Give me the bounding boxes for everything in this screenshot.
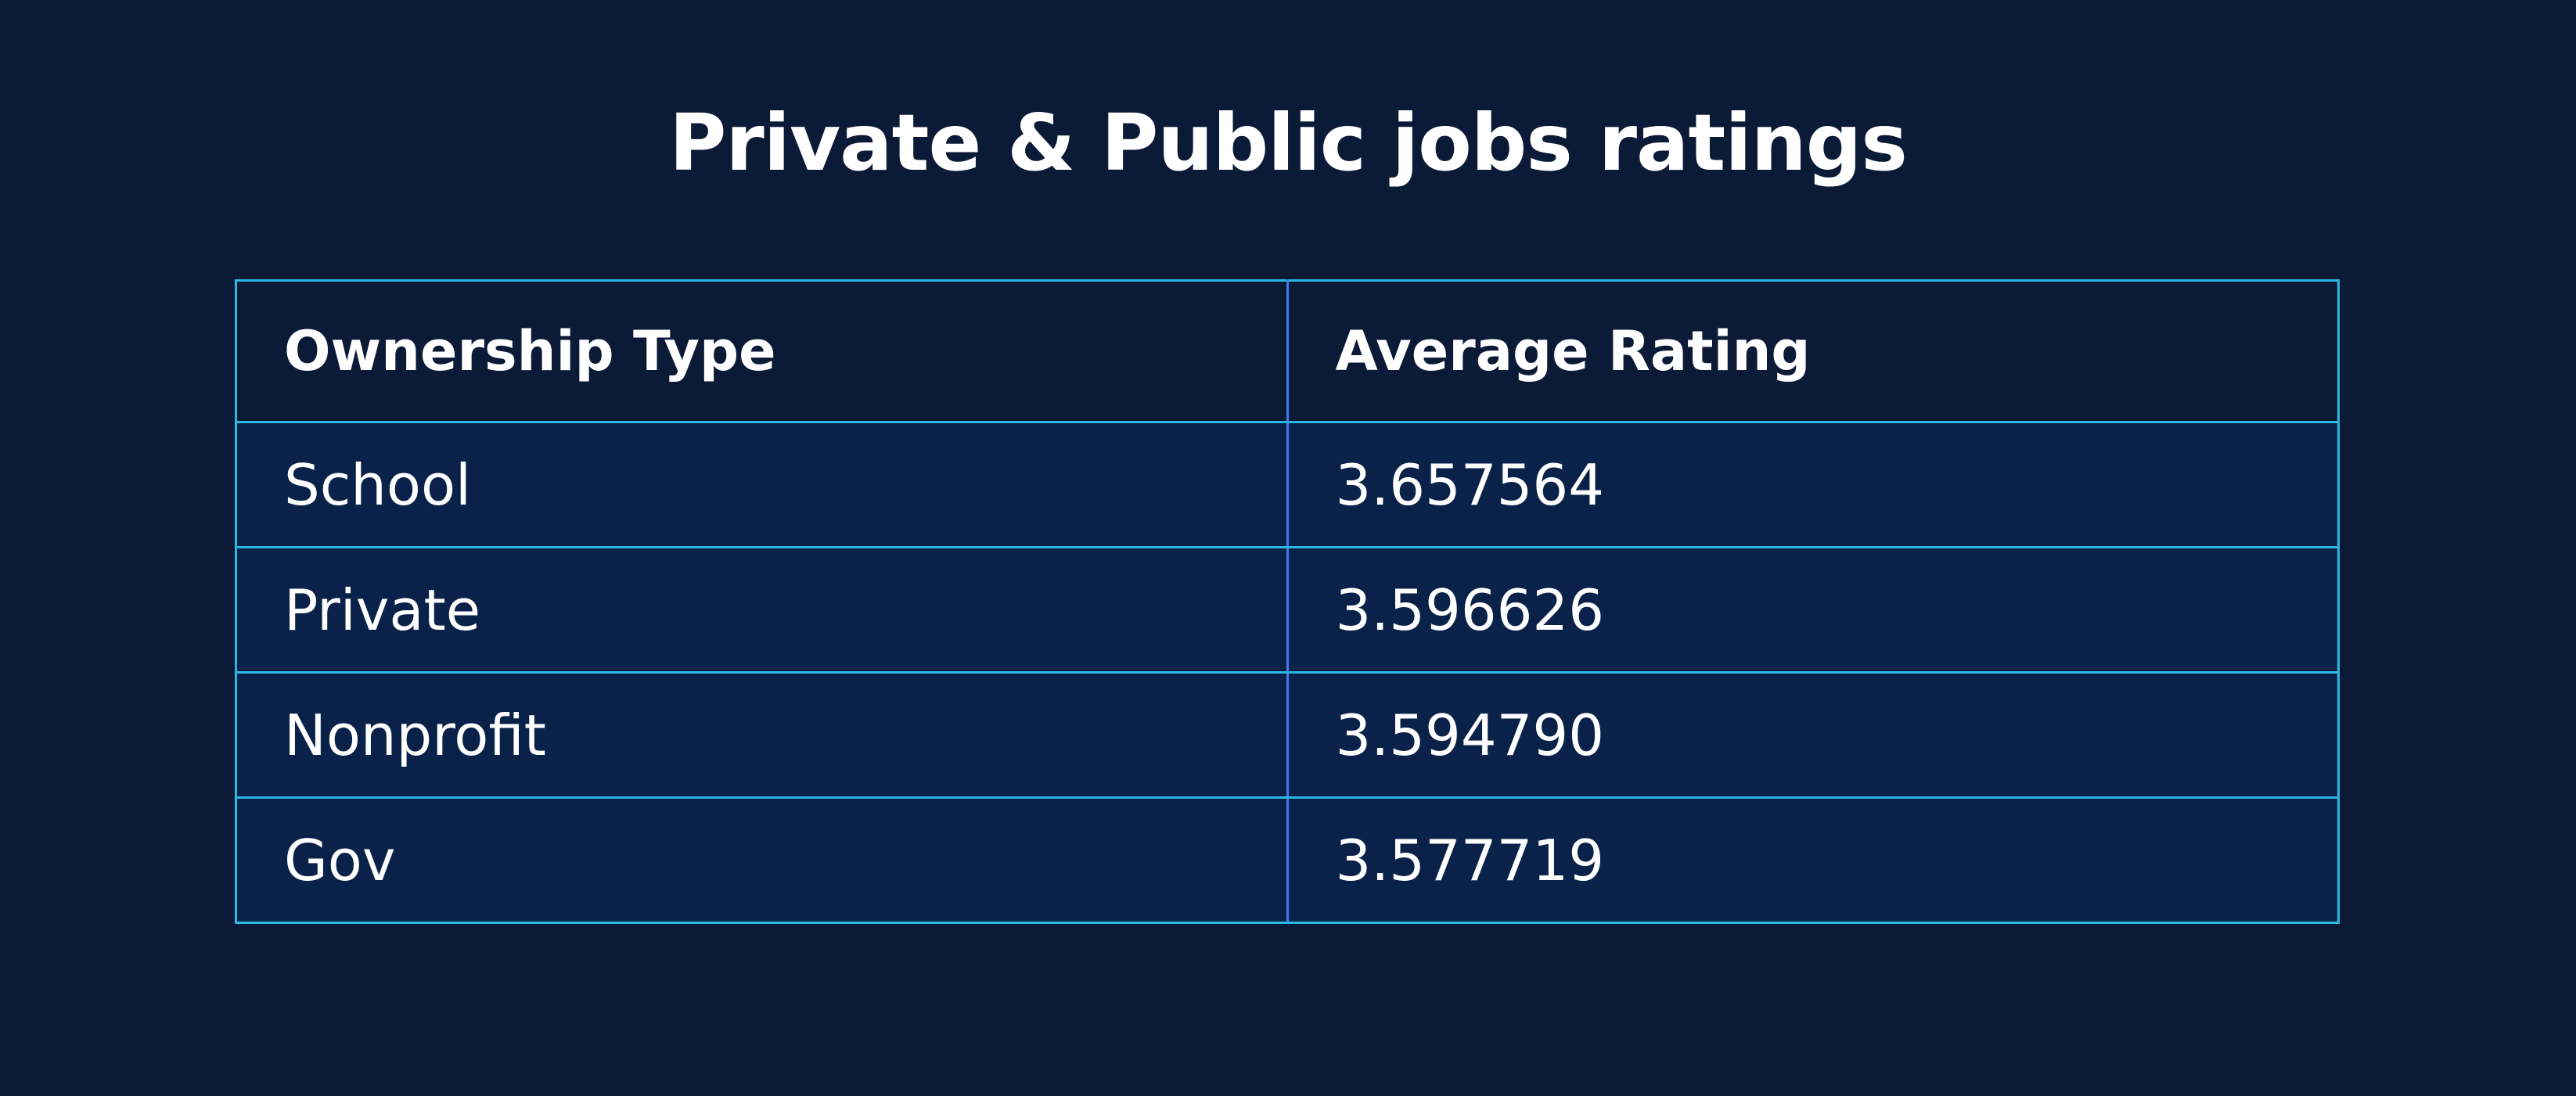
ownership-cell: Nonprofit — [235, 671, 1289, 799]
table-body: School 3.657564 Private 3.596626 Nonprofit 3.… — [235, 421, 2340, 924]
table-row: Gov 3.577719 — [235, 796, 2340, 924]
page-title: Private & Public jobs ratings — [669, 97, 1908, 189]
table-head: Ownership Type Average Rating — [235, 279, 2340, 423]
ownership-cell: Private — [235, 546, 1289, 674]
table-row: Nonprofit 3.594790 — [235, 671, 2340, 799]
rating-cell: 3.657564 — [1286, 421, 2340, 548]
rating-cell: 3.594790 — [1286, 671, 2340, 799]
table-row: School 3.657564 — [235, 421, 2340, 548]
ratings-table: Ownership Type Average Rating School 3.657… — [235, 279, 2340, 924]
rating-cell: 3.577719 — [1286, 796, 2340, 924]
table-row: Private 3.596626 — [235, 546, 2340, 674]
header-cell: Ownership Type — [235, 279, 1289, 423]
ownership-cell: Gov — [235, 796, 1289, 924]
header-cell: Average Rating — [1286, 279, 2340, 423]
header-row: Ownership Type Average Rating — [235, 279, 2340, 423]
ownership-cell: School — [235, 421, 1289, 548]
rating-cell: 3.596626 — [1286, 546, 2340, 674]
